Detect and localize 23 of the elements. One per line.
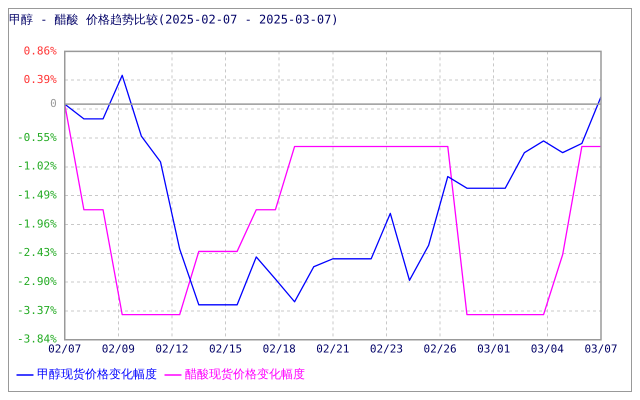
x-tick-label: 02/15 — [209, 342, 242, 356]
y-tick-label: -2.90% — [16, 274, 58, 288]
x-tick-label: 03/04 — [530, 342, 564, 356]
x-tick-label: 03/01 — [477, 342, 510, 356]
y-tick-label: -3.37% — [16, 304, 58, 317]
x-tick-label: 02/18 — [262, 342, 296, 356]
legend-label: 甲醇现货价格变化幅度 — [37, 367, 157, 382]
y-tick-label: 0.39% — [24, 73, 58, 86]
y-tick-label: 0.86% — [24, 44, 58, 58]
y-tick-label: -1.49% — [16, 188, 58, 202]
x-tick-label: 02/26 — [424, 342, 457, 356]
chart-title: 甲醇 - 醋酸 价格趋势比较(2025-02-07 - 2025-03-07) — [9, 12, 339, 26]
y-tick-label: -0.55% — [16, 130, 58, 144]
y-tick-label: -2.43% — [16, 246, 58, 260]
y-tick-label: -1.96% — [16, 217, 58, 230]
x-tick-label: 02/12 — [155, 342, 189, 356]
legend-label: 醋酸现货价格变化幅度 — [185, 367, 305, 382]
x-tick-label: 02/23 — [370, 342, 404, 356]
x-tick-label: 02/09 — [102, 342, 135, 356]
x-tick-label: 03/07 — [584, 342, 618, 356]
y-tick-label: -1.02% — [16, 160, 58, 173]
x-tick-label: 02/21 — [316, 342, 350, 356]
y-tick-label: 0 — [50, 97, 57, 110]
